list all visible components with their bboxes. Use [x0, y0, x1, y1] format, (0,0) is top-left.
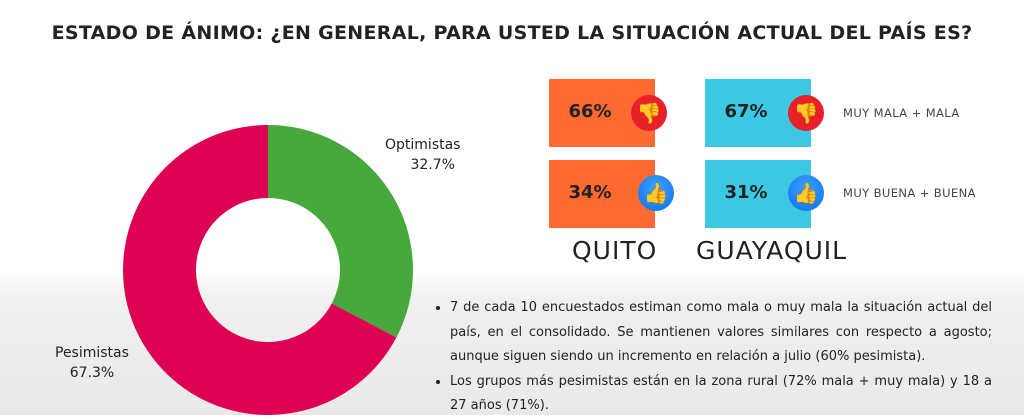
- page-title: ESTADO DE ÁNIMO: ¿EN GENERAL, PARA USTED…: [51, 22, 973, 44]
- donut-chart: [123, 124, 414, 415]
- quito-negative-box: 66% 👎: [549, 79, 667, 147]
- donut-slice-optimistas: [268, 125, 414, 338]
- legend-negative: MUY MALA + MALA: [843, 106, 960, 120]
- guayaquil-positive-box: 31% 👍: [705, 160, 824, 228]
- label-optimistas: Optimistas 32.7%: [385, 135, 460, 175]
- donut-slice-pesimistas: [123, 124, 397, 415]
- label-name: Pesimistas: [55, 345, 129, 361]
- label-value: 32.7%: [410, 157, 455, 173]
- bullet-item: Los grupos más pesimistas están en la zo…: [450, 370, 992, 419]
- guayaquil-negative-box: 67% 👎: [705, 79, 824, 147]
- percent: 31%: [724, 182, 768, 203]
- thumbs-up-icon: 👍: [638, 175, 674, 211]
- thumbs-up-icon: 👍: [788, 175, 824, 211]
- city-label-quito: QUITO: [572, 236, 658, 265]
- legend-positive: MUY BUENA + BUENA: [843, 186, 976, 200]
- label-value: 67.3%: [69, 365, 115, 381]
- quito-positive-box: 34% 👍: [549, 160, 674, 228]
- label-name: Optimistas: [385, 137, 461, 153]
- label-pesimistas: Pesimistas 67.3%: [55, 343, 129, 383]
- bullet-list: 7 de cada 10 encuestados estiman como ma…: [430, 296, 992, 419]
- thumbs-down-icon: 👎: [631, 95, 667, 131]
- bullet-item: 7 de cada 10 encuestados estiman como ma…: [450, 296, 992, 370]
- city-label-guayaquil: GUAYAQUIL: [696, 236, 848, 265]
- percent: 66%: [568, 101, 612, 122]
- percent: 34%: [568, 182, 612, 203]
- thumbs-down-icon: 👎: [788, 95, 824, 131]
- percent: 67%: [724, 101, 768, 122]
